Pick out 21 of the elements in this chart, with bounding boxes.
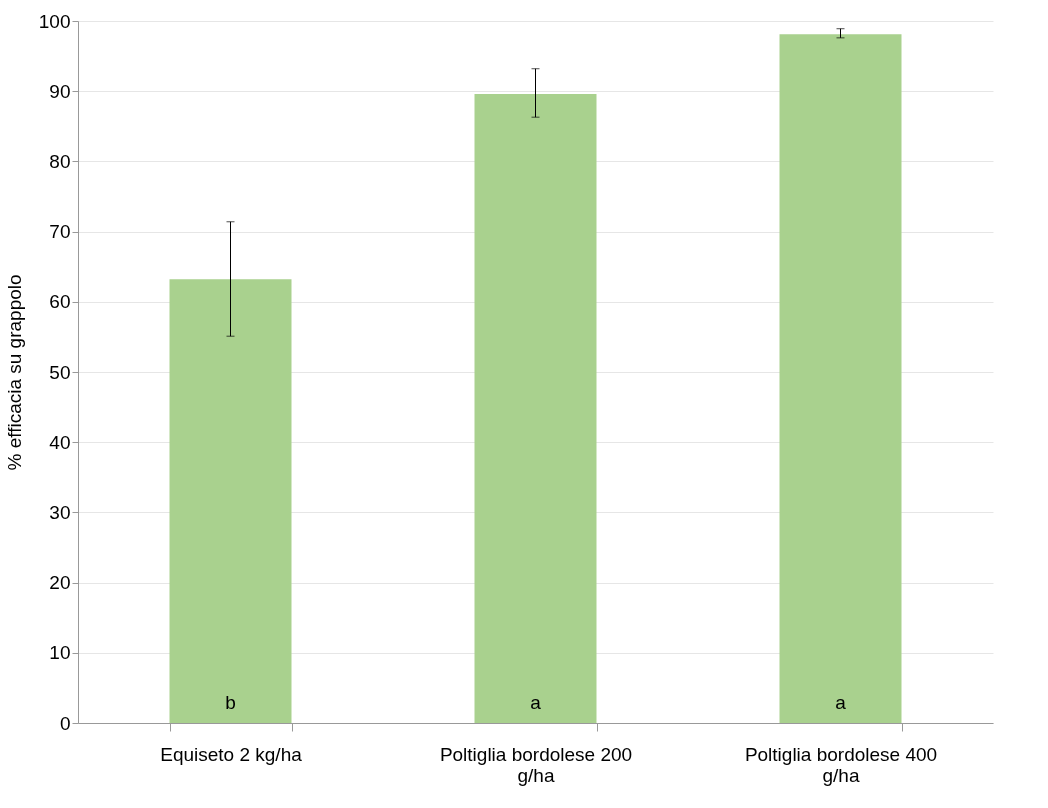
y-axis-title: % efficacia su grappolo: [3, 274, 25, 471]
y-tick-label: 70: [49, 221, 71, 243]
y-tick-label: 20: [49, 572, 71, 594]
y-tick-label: 30: [49, 501, 71, 523]
y-tick-label: 60: [49, 291, 71, 313]
y-tick-label: 50: [49, 361, 71, 383]
x-tick-label: Poltiglia bordolese 400 g/ha: [744, 743, 938, 786]
y-tick-label: 100: [38, 10, 71, 32]
x-tick-label: Equiseto 2 kg/ha: [160, 743, 303, 765]
y-tick-label: 90: [49, 80, 71, 102]
annotation: b: [225, 692, 236, 713]
annotation: a: [530, 692, 542, 713]
x-tick-label: Poltiglia bordolese 200 g/ha: [439, 743, 633, 786]
y-tick-label: 0: [59, 712, 71, 734]
y-tick-label: 80: [49, 150, 71, 172]
annotation: a: [835, 692, 847, 713]
y-tick-label: 10: [49, 642, 71, 664]
bar: [169, 279, 292, 723]
bar: [474, 94, 597, 723]
bar: [779, 34, 902, 723]
y-tick-label: 40: [49, 431, 71, 453]
